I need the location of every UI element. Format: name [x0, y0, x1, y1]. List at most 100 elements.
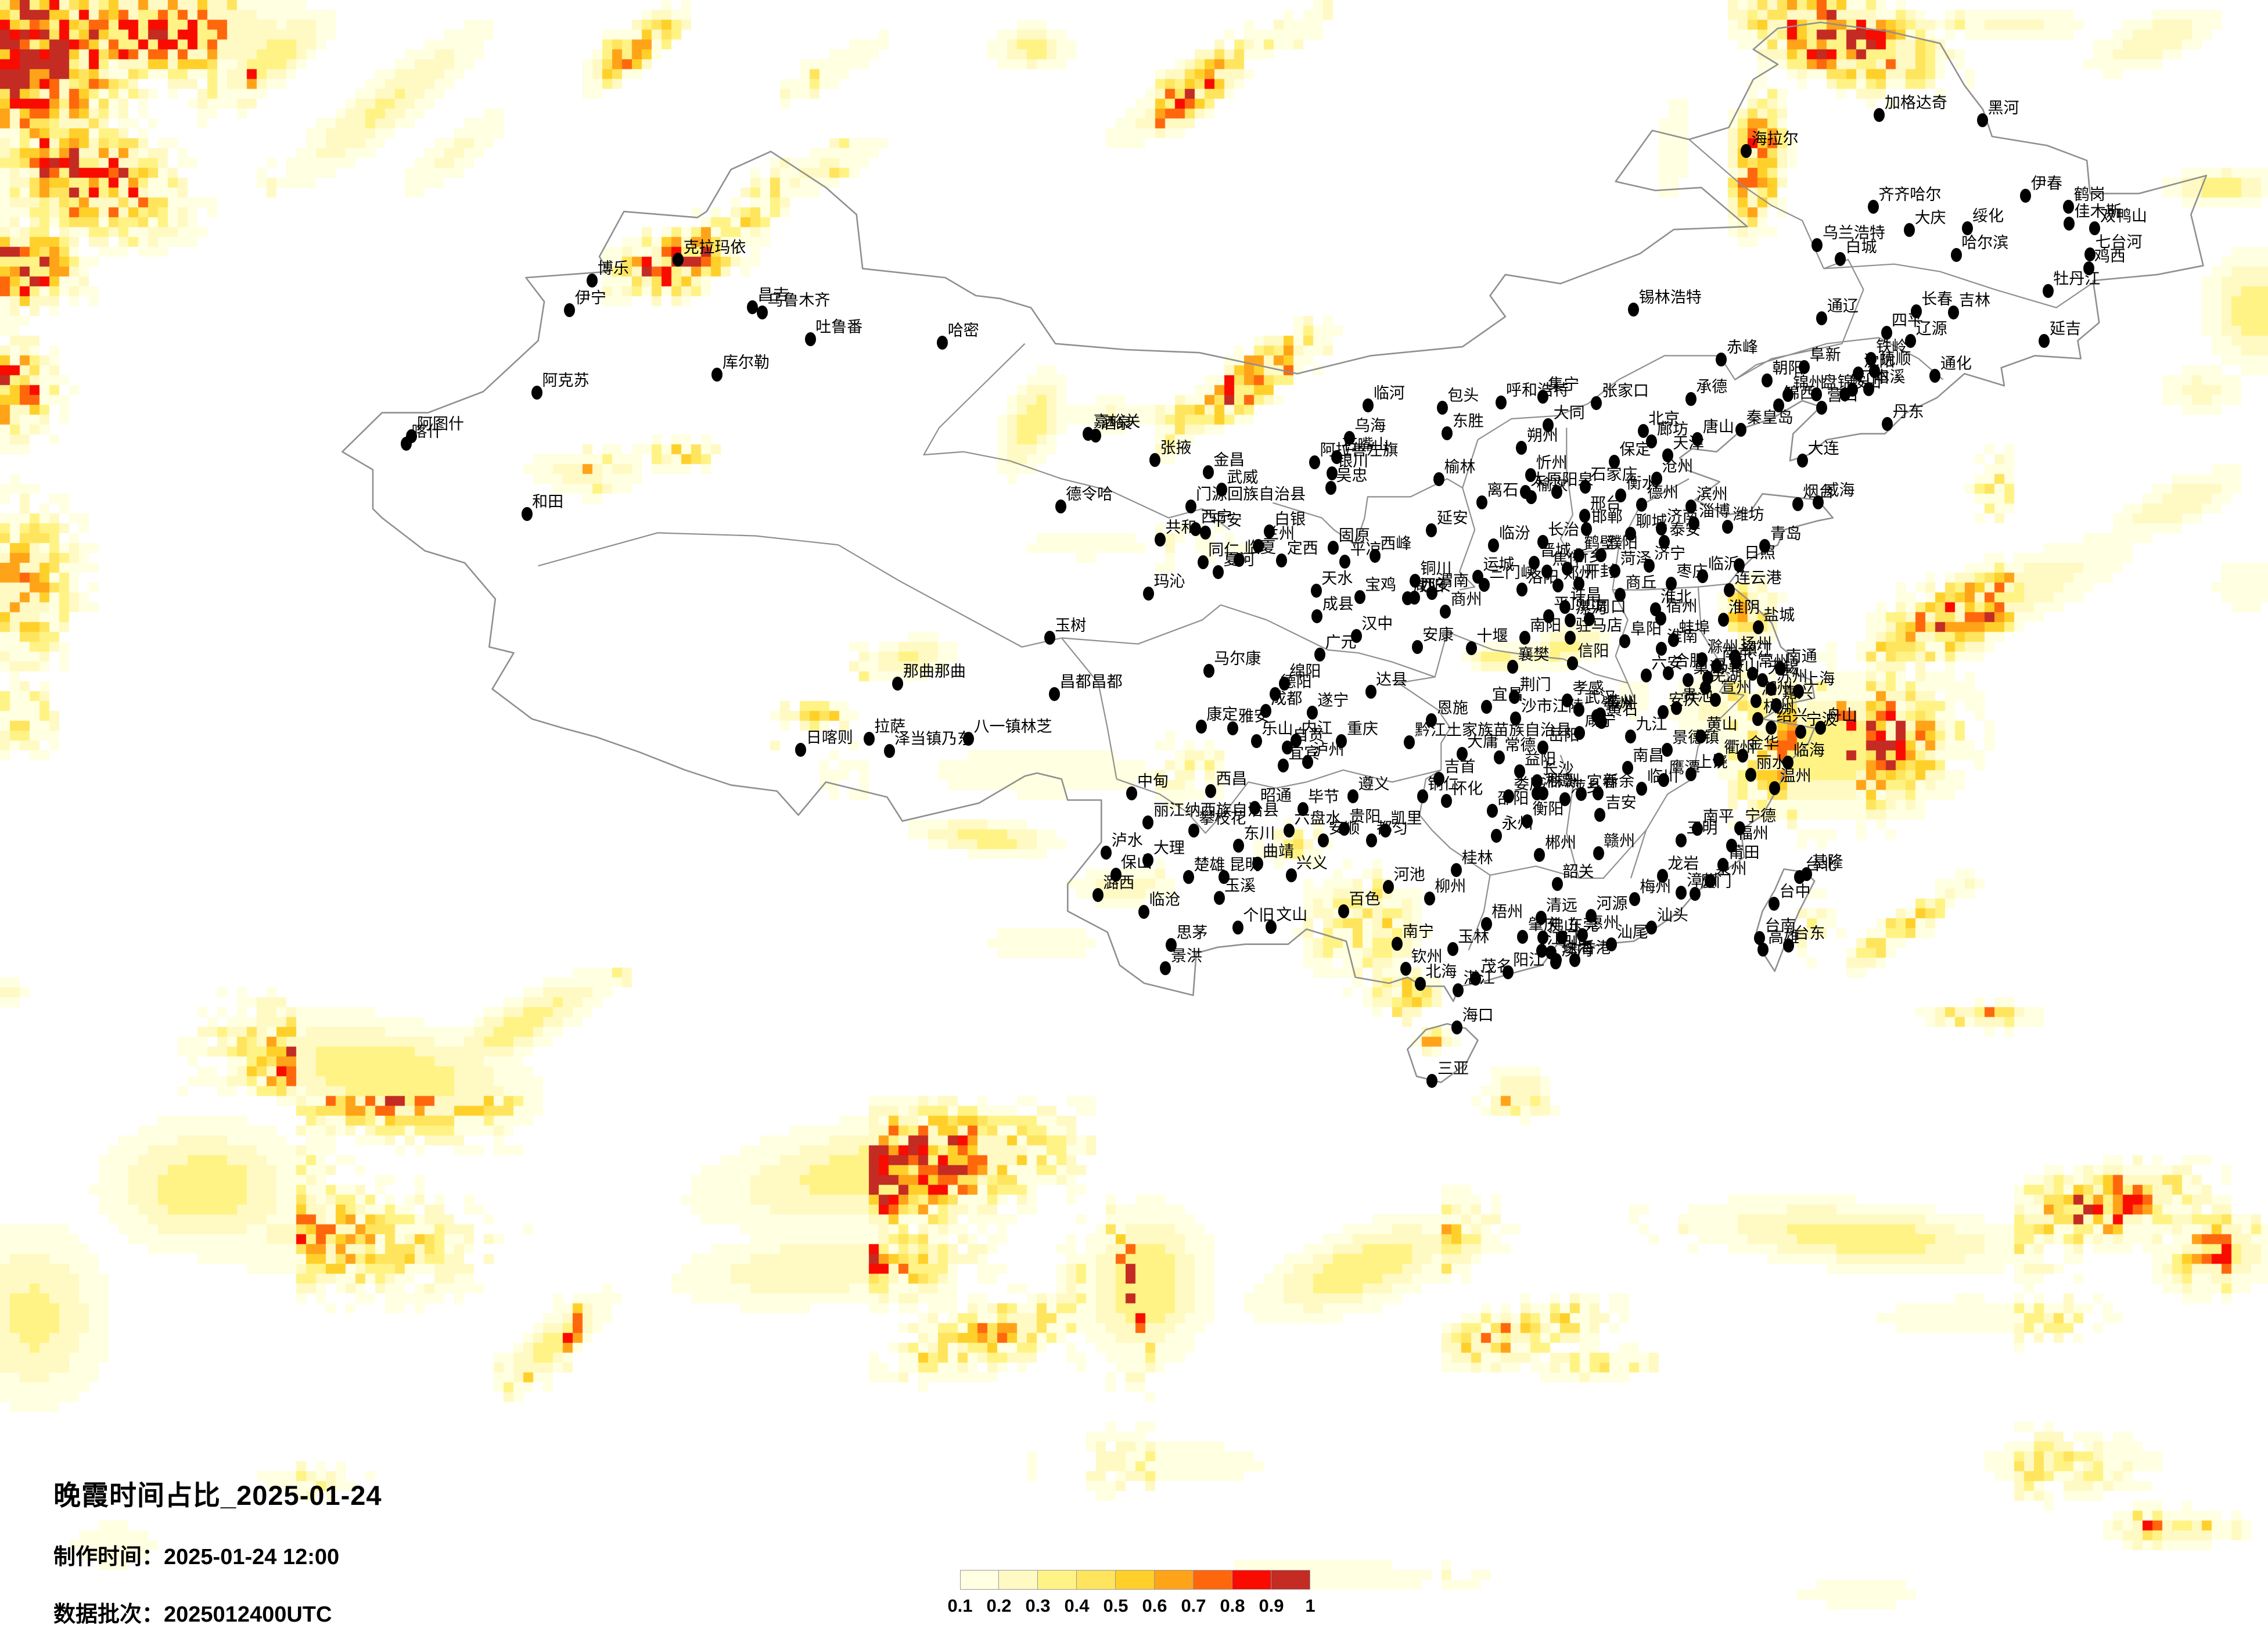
city-label: 康定 — [1206, 705, 1238, 723]
city-label: 唐山 — [1702, 418, 1734, 436]
city-label: 龙岩 — [1667, 854, 1699, 872]
city-dot — [1782, 387, 1793, 402]
city-label: 思茅 — [1176, 923, 1208, 941]
city-dot — [1149, 452, 1160, 467]
city-dot — [1090, 428, 1101, 443]
city-dot — [1853, 366, 1864, 381]
city-label: 临海 — [1793, 741, 1825, 759]
city-label: 包头 — [1447, 387, 1479, 405]
city-label: 八一镇林芝 — [973, 717, 1052, 735]
city-label: 梅州 — [1640, 878, 1672, 896]
city-dot — [1392, 936, 1403, 951]
city-dot — [1573, 703, 1585, 717]
city-label: 通化 — [1940, 355, 1972, 373]
city-label: 衡水 — [1626, 475, 1658, 493]
city-dot — [1234, 552, 1245, 567]
city-label: 泽当镇乃东 — [894, 729, 973, 747]
city-label: 沧州 — [1662, 458, 1694, 476]
city-dot — [1433, 771, 1445, 786]
city-label: 德令哈 — [1066, 486, 1113, 504]
city-dot — [1347, 789, 1358, 803]
border-line — [341, 21, 2208, 1002]
city-dot — [1561, 693, 1573, 707]
city-label: 泸水 — [1111, 832, 1143, 849]
city-label: 汕尾 — [1616, 923, 1648, 941]
city-label: 朔州 — [1526, 427, 1558, 445]
city-label: 固原 — [1338, 527, 1370, 545]
border-line — [1756, 337, 1944, 380]
city-label: 百色 — [1349, 890, 1381, 908]
city-dot — [1576, 786, 1587, 801]
city-dot — [963, 731, 975, 746]
city-label: 长春 — [1921, 290, 1953, 308]
city-label: 贵池 — [1681, 687, 1713, 705]
city-dot — [1751, 694, 1762, 709]
city-label: 长沙 — [1542, 760, 1574, 778]
city-dot — [1839, 387, 1850, 402]
city-label: 宜春 — [1586, 772, 1618, 790]
city-dot — [1559, 792, 1571, 806]
city-label: 门源回族自治县 — [1196, 485, 1306, 503]
city-dot — [1311, 609, 1323, 623]
city-dot — [1486, 804, 1498, 818]
city-dot — [1126, 786, 1138, 800]
border-line — [1061, 637, 1117, 779]
city-dot — [1409, 591, 1421, 605]
border-line — [1630, 778, 1692, 879]
city-label: 漳州 — [1686, 872, 1718, 890]
city-dot — [1188, 824, 1199, 838]
city-label: 赣州 — [1604, 832, 1636, 850]
city-dot — [1737, 749, 1748, 763]
city-dot — [1509, 690, 1521, 705]
city-dot — [1624, 729, 1636, 744]
city-label: 温州 — [1780, 767, 1811, 785]
city-dot — [1656, 868, 1668, 883]
city-dot — [1775, 662, 1787, 676]
city-dot — [1765, 721, 1777, 735]
city-label: 锦州 — [1793, 373, 1825, 391]
city-dot — [1249, 800, 1261, 815]
city-dot — [1716, 353, 1727, 367]
city-dot — [1383, 880, 1394, 894]
city-label: 宣州 — [1720, 678, 1752, 696]
city-label: 玛沁 — [1153, 572, 1185, 590]
city-dot — [1629, 892, 1640, 907]
city-label: 东胜 — [1452, 412, 1484, 430]
city-dot — [1811, 238, 1823, 253]
city-label: 沙市江陵 — [1521, 698, 1584, 716]
city-label: 芜湖 — [1710, 666, 1742, 684]
city-label: 淮阴 — [1728, 599, 1760, 617]
city-dot — [1762, 373, 1773, 388]
city-dot — [1536, 944, 1547, 958]
city-label: 都匀 — [1376, 819, 1408, 837]
city-label: 天津 — [1673, 434, 1705, 452]
border-line — [1691, 694, 1745, 779]
city-dot — [1537, 786, 1549, 800]
city-label: 福州 — [1737, 825, 1769, 843]
city-label: 夏河 — [1223, 551, 1255, 569]
city-label: 湖州 — [1761, 680, 1793, 698]
batch-value: 2025012400UTC — [164, 1602, 332, 1627]
city-label: 库尔勒 — [722, 353, 770, 371]
city-dot — [1350, 628, 1362, 643]
city-dot — [1711, 659, 1723, 673]
city-label: 延安 — [1436, 509, 1468, 527]
city-dot — [1697, 569, 1709, 584]
city-dot — [1580, 522, 1592, 536]
city-dot — [1699, 680, 1711, 695]
city-label: 克拉玛依 — [683, 238, 746, 256]
city-dot — [1655, 611, 1667, 626]
city-dot — [1219, 869, 1230, 884]
city-label: 阜新 — [1809, 346, 1841, 364]
city-label: 沈阳 — [1863, 353, 1895, 371]
city-dot — [1690, 886, 1701, 901]
city-label: 清远 — [1546, 897, 1578, 915]
city-label: 贵阳 — [1349, 807, 1381, 825]
city-dot — [1369, 549, 1381, 563]
city-label: 江门 — [1547, 930, 1579, 948]
city-dot — [1643, 558, 1655, 573]
city-label: 铜川 — [1420, 560, 1452, 578]
city-label: 延吉 — [2049, 319, 2081, 337]
border-line — [1569, 478, 1690, 555]
